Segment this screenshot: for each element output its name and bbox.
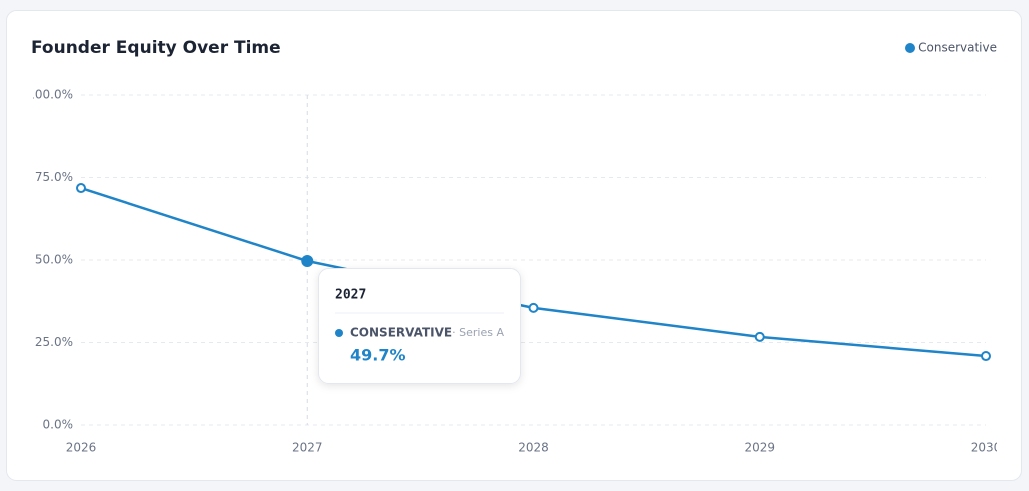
x-tick-label: 2029 [744, 441, 775, 455]
tooltip-marker [335, 329, 343, 337]
y-tick-label: 75.0% [35, 170, 73, 184]
data-point [754, 331, 765, 342]
tooltip-title: 2027 [335, 288, 366, 303]
tooltip-series: CONSERVATIVE [350, 326, 452, 340]
y-tick-label: 0.0% [43, 418, 74, 432]
x-tick-label: 2030 [971, 441, 1002, 455]
tooltip-box [318, 268, 521, 384]
tooltip: 2027 CONSERVATIVE · Series A 49.7% [318, 268, 521, 384]
y-tick-label: 25.0% [35, 335, 73, 349]
data-point [981, 351, 991, 362]
tooltip-value: 49.7% [350, 346, 406, 365]
data-point [528, 302, 539, 313]
legend-label: Conservative [918, 41, 997, 55]
x-tick-label: 2028 [518, 441, 549, 455]
x-tick-label: 2027 [292, 441, 323, 455]
x-tick-label: 2026 [66, 441, 97, 455]
legend-marker [905, 43, 915, 53]
y-tick-label: 50.0% [35, 253, 73, 267]
tooltip-stage: · Series A [452, 326, 504, 339]
chart-title: Founder Equity Over Time [31, 38, 281, 58]
card [6, 10, 1022, 481]
data-point [301, 254, 314, 267]
y-tick-label: 100.0% [27, 88, 73, 102]
plot: 0.0% 25.0% 50.0% 75.0% 100.0% 2026 2027 2028 202… [27, 88, 1002, 455]
data-point [76, 183, 86, 194]
